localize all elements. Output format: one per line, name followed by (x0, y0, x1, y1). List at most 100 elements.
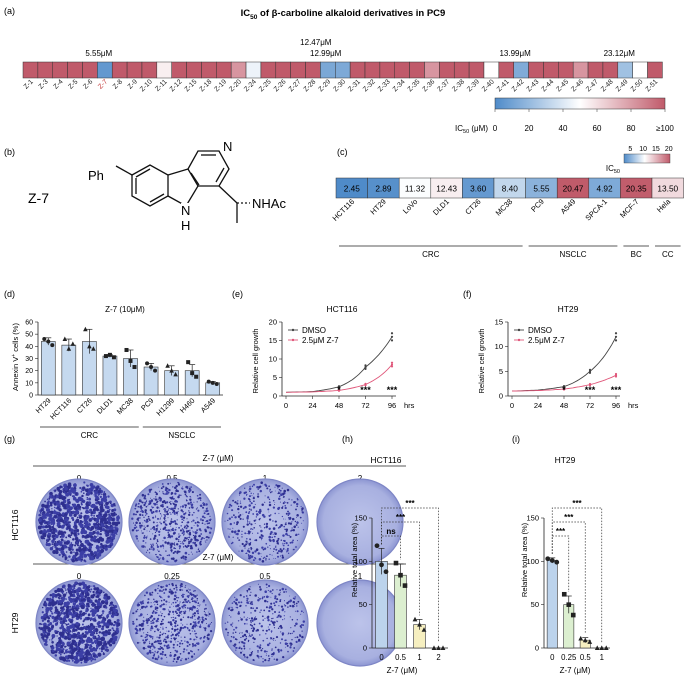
heatmap-a-xtick: Z-12 (169, 78, 184, 93)
heatmap-a-cell (543, 61, 559, 79)
axis-ytick-label: 15 (269, 336, 277, 345)
chart-i-xlabel: Z-7 (μM) (560, 666, 591, 675)
series-point (390, 339, 394, 342)
point-d (62, 336, 68, 342)
heatmap-a-cell (647, 61, 663, 79)
panel-b: (b) Z-7 Ph N N H NHAc (4, 139, 286, 233)
structure-n-mask (222, 139, 234, 153)
heatmap-a-xtick: Z-35 (407, 78, 422, 93)
heatmap-a-xtick: Z-38 (451, 78, 466, 93)
point-d (50, 343, 55, 348)
axis-ytick-label: 150 (526, 514, 539, 523)
heatmap-c-cells: 2.45 2.89 11.32 12.43 3.60 8.40 5.55 20.47 4.92 2… (335, 177, 684, 199)
compound-name: Z-7 (28, 190, 49, 206)
heatmap-a-cell (111, 61, 128, 79)
point (393, 560, 399, 566)
point (561, 591, 567, 597)
axis-d-ytick-label: 60 (25, 320, 33, 327)
significance-mark: *** (387, 385, 398, 395)
heatmap-a-title: IC50 of β-carboline alkaloid derivatives… (241, 8, 446, 21)
heatmap-c-value: 8.40 (502, 184, 519, 194)
dose-label: 0.25 (164, 572, 180, 581)
colorbar-a-label: IC50 (μM) (455, 124, 488, 135)
colorbar-a-tick-label: 0 (493, 124, 498, 133)
heatmap-c-group-label: CC (662, 250, 674, 259)
axis-d-xtick-label: DLD1 (95, 396, 115, 416)
point-d (210, 380, 215, 385)
chart-e-ylabel: Relative cell growth (251, 328, 260, 393)
axis-d-ytick-label: 30 (25, 356, 33, 363)
heatmap-a-xtick: Z-28 (303, 78, 318, 93)
axis-ytick-label: 0 (363, 644, 367, 653)
heatmap-c-xtick: CT26 (463, 197, 482, 216)
axis-ytick-label: 5 (499, 367, 503, 376)
panel-label-d: (d) (4, 289, 15, 299)
heatmap-a-cell (439, 61, 455, 79)
heatmap-c-xtick: LoVo (401, 197, 419, 215)
heatmap-a-annotation: 12.99μM (310, 49, 342, 58)
heatmap-a-xtick: Z-34 (392, 78, 407, 93)
significance-label: *** (564, 513, 574, 522)
heatmap-a-xtick: Z-32 (362, 78, 377, 93)
significance-mark: *** (585, 385, 596, 395)
culture-dish (221, 579, 309, 667)
heatmap-a-cell (587, 61, 604, 79)
panel-a: (a) IC50 of β-carboline alkaloid derivat… (4, 6, 674, 135)
axis-d-xtick-label: H1299 (154, 396, 176, 418)
point-d (214, 382, 219, 387)
heatmap-a-xtick: Z-4 (52, 78, 64, 90)
series-point (390, 365, 394, 368)
colorbar-c-tick-label: 20 (665, 146, 673, 153)
axis-d-xtick-label: HCT116 (48, 396, 73, 421)
heatmap-a-cell (617, 61, 633, 79)
legend-marker (291, 328, 295, 332)
heatmap-a-cell (453, 61, 470, 79)
axis-d-ytick-label: 40 (25, 344, 33, 351)
heatmap-a-xtick: Z-39 (466, 78, 481, 93)
colony-dishes: 00.51200.250.51 (35, 474, 404, 667)
point-d (190, 371, 195, 376)
point (582, 637, 588, 643)
heatmap-c-value: 5.55 (533, 184, 550, 194)
point-d (91, 346, 96, 351)
point-d (132, 365, 137, 370)
axis-xtick-label: 1 (600, 653, 604, 662)
chart-d-ylabel: Annexin V+ cells (%) (11, 323, 20, 391)
heatmap-a-cell (230, 61, 247, 79)
heatmap-c-labels: HCT116 HT29 LoVo DLD1 CT26 MC38 PC9 A549 SPCA-1 M… (330, 196, 672, 222)
chemical-structure (115, 150, 250, 223)
axis-ytick-label: 50 (359, 600, 367, 609)
significance-mark: * (337, 385, 341, 395)
point-d (206, 379, 211, 384)
heatmap-a-xtick: Z-31 (347, 78, 362, 93)
chart-i-title: HT29 (555, 455, 576, 465)
series-point (364, 382, 367, 385)
heatmap-c-value: 2.45 (344, 184, 361, 194)
axis-x-unit: hrs (628, 401, 639, 410)
colony-dots (224, 583, 306, 663)
series-point (562, 384, 566, 388)
heatmap-a-xtick: Z-49 (615, 78, 630, 93)
point (431, 645, 437, 650)
bar-d (61, 344, 77, 396)
panel-h: (h) HCT116 Relative total area (%) Z-7 (… (342, 434, 448, 675)
heatmap-a-cell (424, 61, 440, 79)
heatmap-a-cell (379, 61, 396, 79)
significance-bracket (381, 507, 439, 643)
axis-ytick-label: 100 (526, 557, 539, 566)
heatmap-a-xtick: Z-46 (570, 78, 585, 93)
dose-label: 0 (77, 572, 82, 581)
significance-label: *** (396, 513, 406, 522)
panel-label-f: (f) (463, 289, 472, 299)
heatmap-a-xtick: Z-40 (481, 78, 496, 93)
axis-ytick-label: 150 (354, 514, 367, 523)
point-d (165, 363, 170, 368)
point (549, 558, 555, 563)
axis-ytick-label: 20 (269, 318, 277, 327)
heatmap-c-xtick: Hela (655, 196, 673, 214)
heatmap-a-cell (483, 61, 500, 79)
heatmap-c-xtick: MC38 (494, 197, 515, 218)
